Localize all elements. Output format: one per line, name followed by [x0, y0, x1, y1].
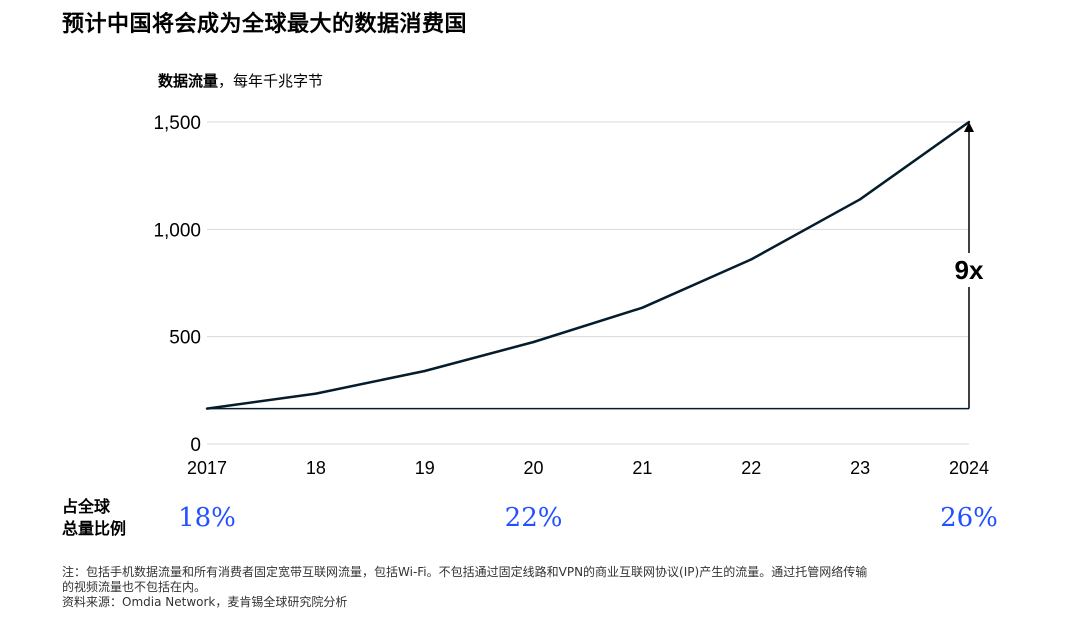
- share-value: 26%: [940, 503, 998, 533]
- share-label: 占全球 总量比例: [62, 496, 126, 540]
- x-tick-label: 19: [415, 458, 435, 478]
- data-point: [750, 258, 753, 261]
- data-point: [423, 369, 426, 373]
- data-point: [532, 340, 535, 344]
- note-line2: 的视频流量也不包括在内。: [62, 580, 207, 594]
- unit-rest: ，每年千兆字节: [218, 72, 324, 90]
- x-tick-label: 2024: [949, 458, 989, 478]
- line-chart: 0 500 1,000 1,500 2017 18 19 20 21 22 23 2024 9x: [153, 113, 990, 478]
- share-label-line1: 占全球: [62, 497, 111, 516]
- data-point: [641, 306, 644, 309]
- y-tick-label: 500: [169, 328, 201, 349]
- share-value: 22%: [504, 503, 563, 533]
- unit-bold: 数据流量: [158, 72, 219, 90]
- x-tick-label: 2017: [187, 458, 227, 478]
- y-tick-label: 0: [190, 435, 201, 456]
- footnote: 注：包括手机数据流量和所有消费者固定宽带互联网流量，包括Wi-Fi。不包括通过固…: [62, 565, 1052, 610]
- y-tick-label: 1,500: [153, 113, 201, 134]
- series-line: [206, 120, 970, 410]
- x-tick-label: 20: [524, 458, 544, 478]
- note-line1: 注：包括手机数据流量和所有消费者固定宽带互联网流量，包括Wi-Fi。不包括通过固…: [62, 565, 868, 579]
- growth-annotation: 9x: [955, 255, 984, 285]
- chart-title: 预计中国将会成为全球最大的数据消费国: [62, 12, 468, 37]
- growth-arrow-head: [964, 122, 974, 132]
- source-line: 资料来源：Omdia Network，麦肯锡全球研究院分析: [62, 595, 348, 609]
- x-tick-label: 22: [741, 458, 761, 478]
- share-value: 18%: [178, 503, 236, 533]
- data-point: [314, 392, 318, 395]
- y-tick-label: 1,000: [153, 220, 201, 241]
- share-label-line2: 总量比例: [62, 519, 127, 538]
- x-tick-label: 21: [632, 458, 652, 478]
- annotation-background: [948, 253, 990, 287]
- x-tick-label: 18: [306, 458, 326, 478]
- data-point: [858, 198, 862, 201]
- y-axis-unit: 数据流量，每年千兆字节: [158, 70, 323, 91]
- data-point: [205, 407, 209, 410]
- x-tick-label: 23: [850, 458, 870, 478]
